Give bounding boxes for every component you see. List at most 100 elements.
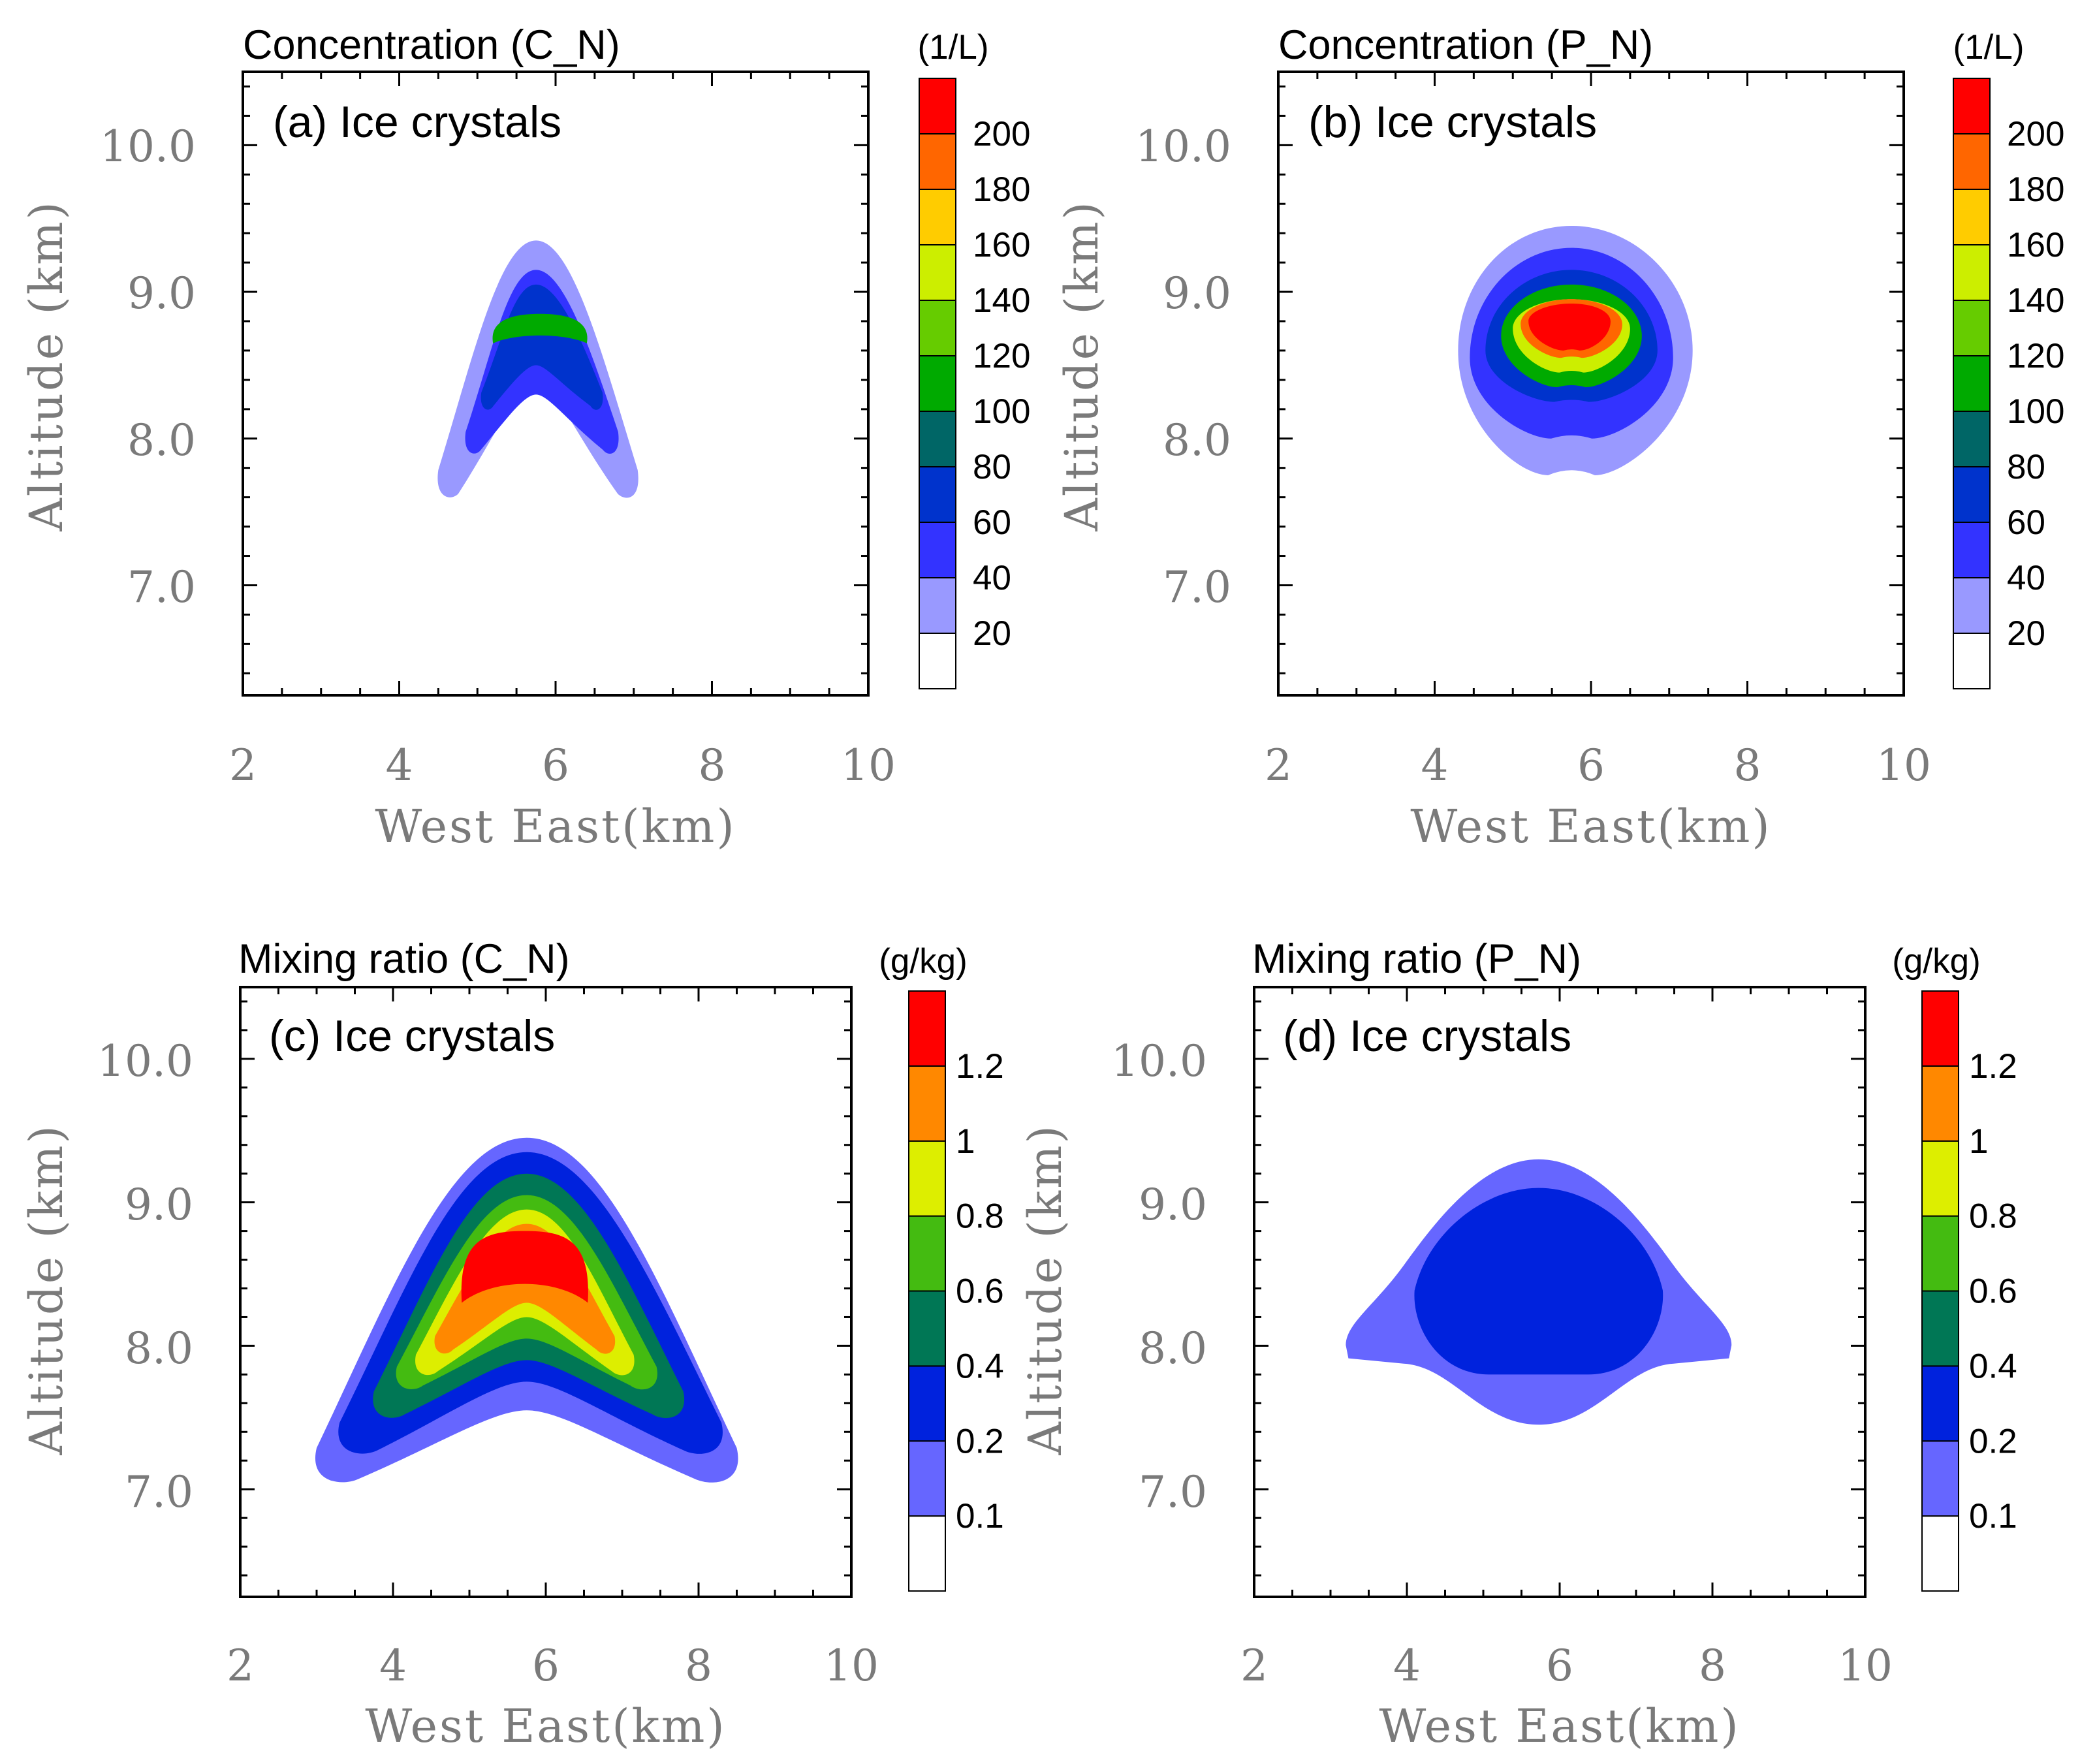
panel-c-ytick: 9.0: [125, 1180, 193, 1230]
contour-region-200: [1528, 304, 1611, 351]
panel-a-colorbar: 20 40 60 80 100 120 140 160 180 200: [919, 78, 1030, 689]
panel-b-contours: [1458, 225, 1693, 475]
colorbar-swatch: [1953, 577, 1991, 634]
panel-d-colorbar: 0.1 0.2 0.4 0.6 0.8 1 1.2: [1921, 990, 2017, 1592]
colorbar-label: 0.1: [1969, 1497, 2017, 1536]
colorbar-label: 1: [1969, 1122, 1988, 1161]
colorbar-label: 1: [956, 1122, 975, 1161]
colorbar-swatch: [1953, 355, 1991, 412]
panel-d-ytick: 8.0: [1139, 1323, 1207, 1374]
panel-b-ticks: [1277, 72, 1905, 695]
colorbar-label: 160: [2007, 226, 2064, 264]
panel-d-xlabel: West East(km): [1379, 1699, 1740, 1753]
colorbar-label: 0.6: [956, 1272, 1004, 1311]
panel-b-xtick: 6: [1577, 740, 1605, 791]
colorbar-label: 1.2: [1969, 1047, 2017, 1086]
colorbar-label: 40: [2007, 559, 2045, 597]
colorbar-swatch: [1921, 1365, 1959, 1442]
colorbar-label: 0.2: [956, 1422, 1004, 1460]
panel-a-title: Concentration (C_N): [243, 22, 620, 68]
colorbar-label: 20: [2007, 614, 2045, 653]
colorbar-swatch: [919, 244, 956, 301]
colorbar-swatch: [1953, 189, 1991, 245]
contour-region-100: [492, 313, 588, 343]
colorbar-swatch: [908, 1440, 946, 1517]
colorbar-label: 0.8: [1969, 1197, 2017, 1236]
colorbar-swatch: [919, 466, 956, 523]
panel-c-label: (c) Ice crystals: [269, 1011, 555, 1061]
panel-a-xtick: 2: [229, 740, 257, 791]
panel-c-colorbar: 0.1 0.2 0.4 0.6 0.8 1 1.2: [908, 990, 1004, 1592]
colorbar-swatch: [1921, 1065, 1959, 1142]
colorbar-swatch: [919, 633, 956, 689]
panel-b: Concentration (P_N) (b) Ice crystals 2 4…: [1055, 22, 2064, 853]
panel-a-contours: [437, 240, 638, 498]
panel-c-xtick: 6: [532, 1641, 559, 1691]
panel-c-units: (g/kg): [879, 942, 967, 981]
panel-b-units: (1/L): [1953, 28, 2025, 67]
panel-a-xtick: 4: [386, 740, 413, 791]
colorbar-swatch: [1921, 1215, 1959, 1292]
colorbar-label: 200: [973, 115, 1030, 153]
colorbar-swatch: [908, 1140, 946, 1217]
panel-a-label: (a) Ice crystals: [273, 97, 561, 147]
colorbar-label: 40: [973, 559, 1011, 597]
colorbar-swatch: [908, 1515, 946, 1592]
panel-a-xtick: 8: [699, 740, 726, 791]
colorbar-swatch: [1953, 411, 1991, 467]
panel-c-xlabel: West East(km): [365, 1699, 726, 1753]
colorbar-swatch: [908, 1290, 946, 1367]
panel-c-xtick: 8: [685, 1641, 712, 1691]
panel-a-xtick: 6: [542, 740, 569, 791]
colorbar-swatch: [1921, 1290, 1959, 1367]
colorbar-label: 0.4: [956, 1347, 1004, 1385]
panel-d-label: (d) Ice crystals: [1283, 1011, 1571, 1061]
panel-d-ytick: 9.0: [1139, 1180, 1207, 1230]
colorbar-swatch: [919, 189, 956, 245]
panel-d-xtick: 6: [1546, 1641, 1573, 1691]
panel-d-xtick: 4: [1393, 1641, 1421, 1691]
panel-c-contours: [315, 1137, 738, 1483]
colorbar-swatch: [919, 522, 956, 578]
colorbar-label: 140: [973, 281, 1030, 320]
colorbar-swatch: [1921, 1515, 1959, 1592]
panel-b-ylabel: Altitude (km): [1055, 200, 1109, 532]
colorbar-label: 160: [973, 226, 1030, 264]
colorbar-label: 60: [973, 503, 1011, 542]
colorbar-swatch: [1953, 633, 1991, 689]
panel-b-xtick: 4: [1421, 740, 1449, 791]
panel-a-units: (1/L): [918, 28, 989, 67]
panel-d-contours: [1346, 1159, 1732, 1425]
panel-a-ylabel: Altitude (km): [20, 200, 73, 532]
colorbar-label: 0.6: [1969, 1272, 2017, 1311]
colorbar-swatch: [1953, 133, 1991, 190]
panel-c-ytick: 8.0: [125, 1323, 193, 1374]
panel-b-label: (b) Ice crystals: [1308, 97, 1597, 147]
colorbar-label: 120: [2007, 337, 2064, 375]
colorbar-label: 180: [2007, 170, 2064, 209]
panel-c-xtick: 10: [824, 1641, 879, 1691]
colorbar-label: 0.1: [956, 1497, 1004, 1536]
colorbar-swatch: [908, 1365, 946, 1442]
colorbar-swatch: [908, 1065, 946, 1142]
colorbar-label: 0.8: [956, 1197, 1004, 1236]
colorbar-swatch: [919, 577, 956, 634]
panel-d-title: Mixing ratio (P_N): [1252, 936, 1581, 982]
panel-b-colorbar: 20 40 60 80 100 120 140 160 180 200: [1953, 78, 2064, 689]
colorbar-swatch: [1921, 1140, 1959, 1217]
panel-d-xtick: 8: [1699, 1641, 1726, 1691]
colorbar-label: 0.2: [1969, 1422, 2017, 1460]
panel-a-ytick: 7.0: [127, 562, 196, 612]
panel-c-xtick: 4: [379, 1641, 407, 1691]
colorbar-swatch: [919, 355, 956, 412]
panel-c-ytick: 7.0: [125, 1467, 193, 1517]
contour-region-1: [434, 1223, 616, 1354]
panel-c-xtick: 2: [227, 1641, 254, 1691]
contour-region-60: [481, 284, 603, 410]
panel-d-ytick: 10.0: [1111, 1036, 1207, 1086]
colorbar-label: 100: [2007, 392, 2064, 431]
panel-a-ytick: 8.0: [127, 415, 196, 465]
colorbar-swatch: [919, 411, 956, 467]
panel-c-ylabel: Altitude (km): [20, 1124, 73, 1456]
